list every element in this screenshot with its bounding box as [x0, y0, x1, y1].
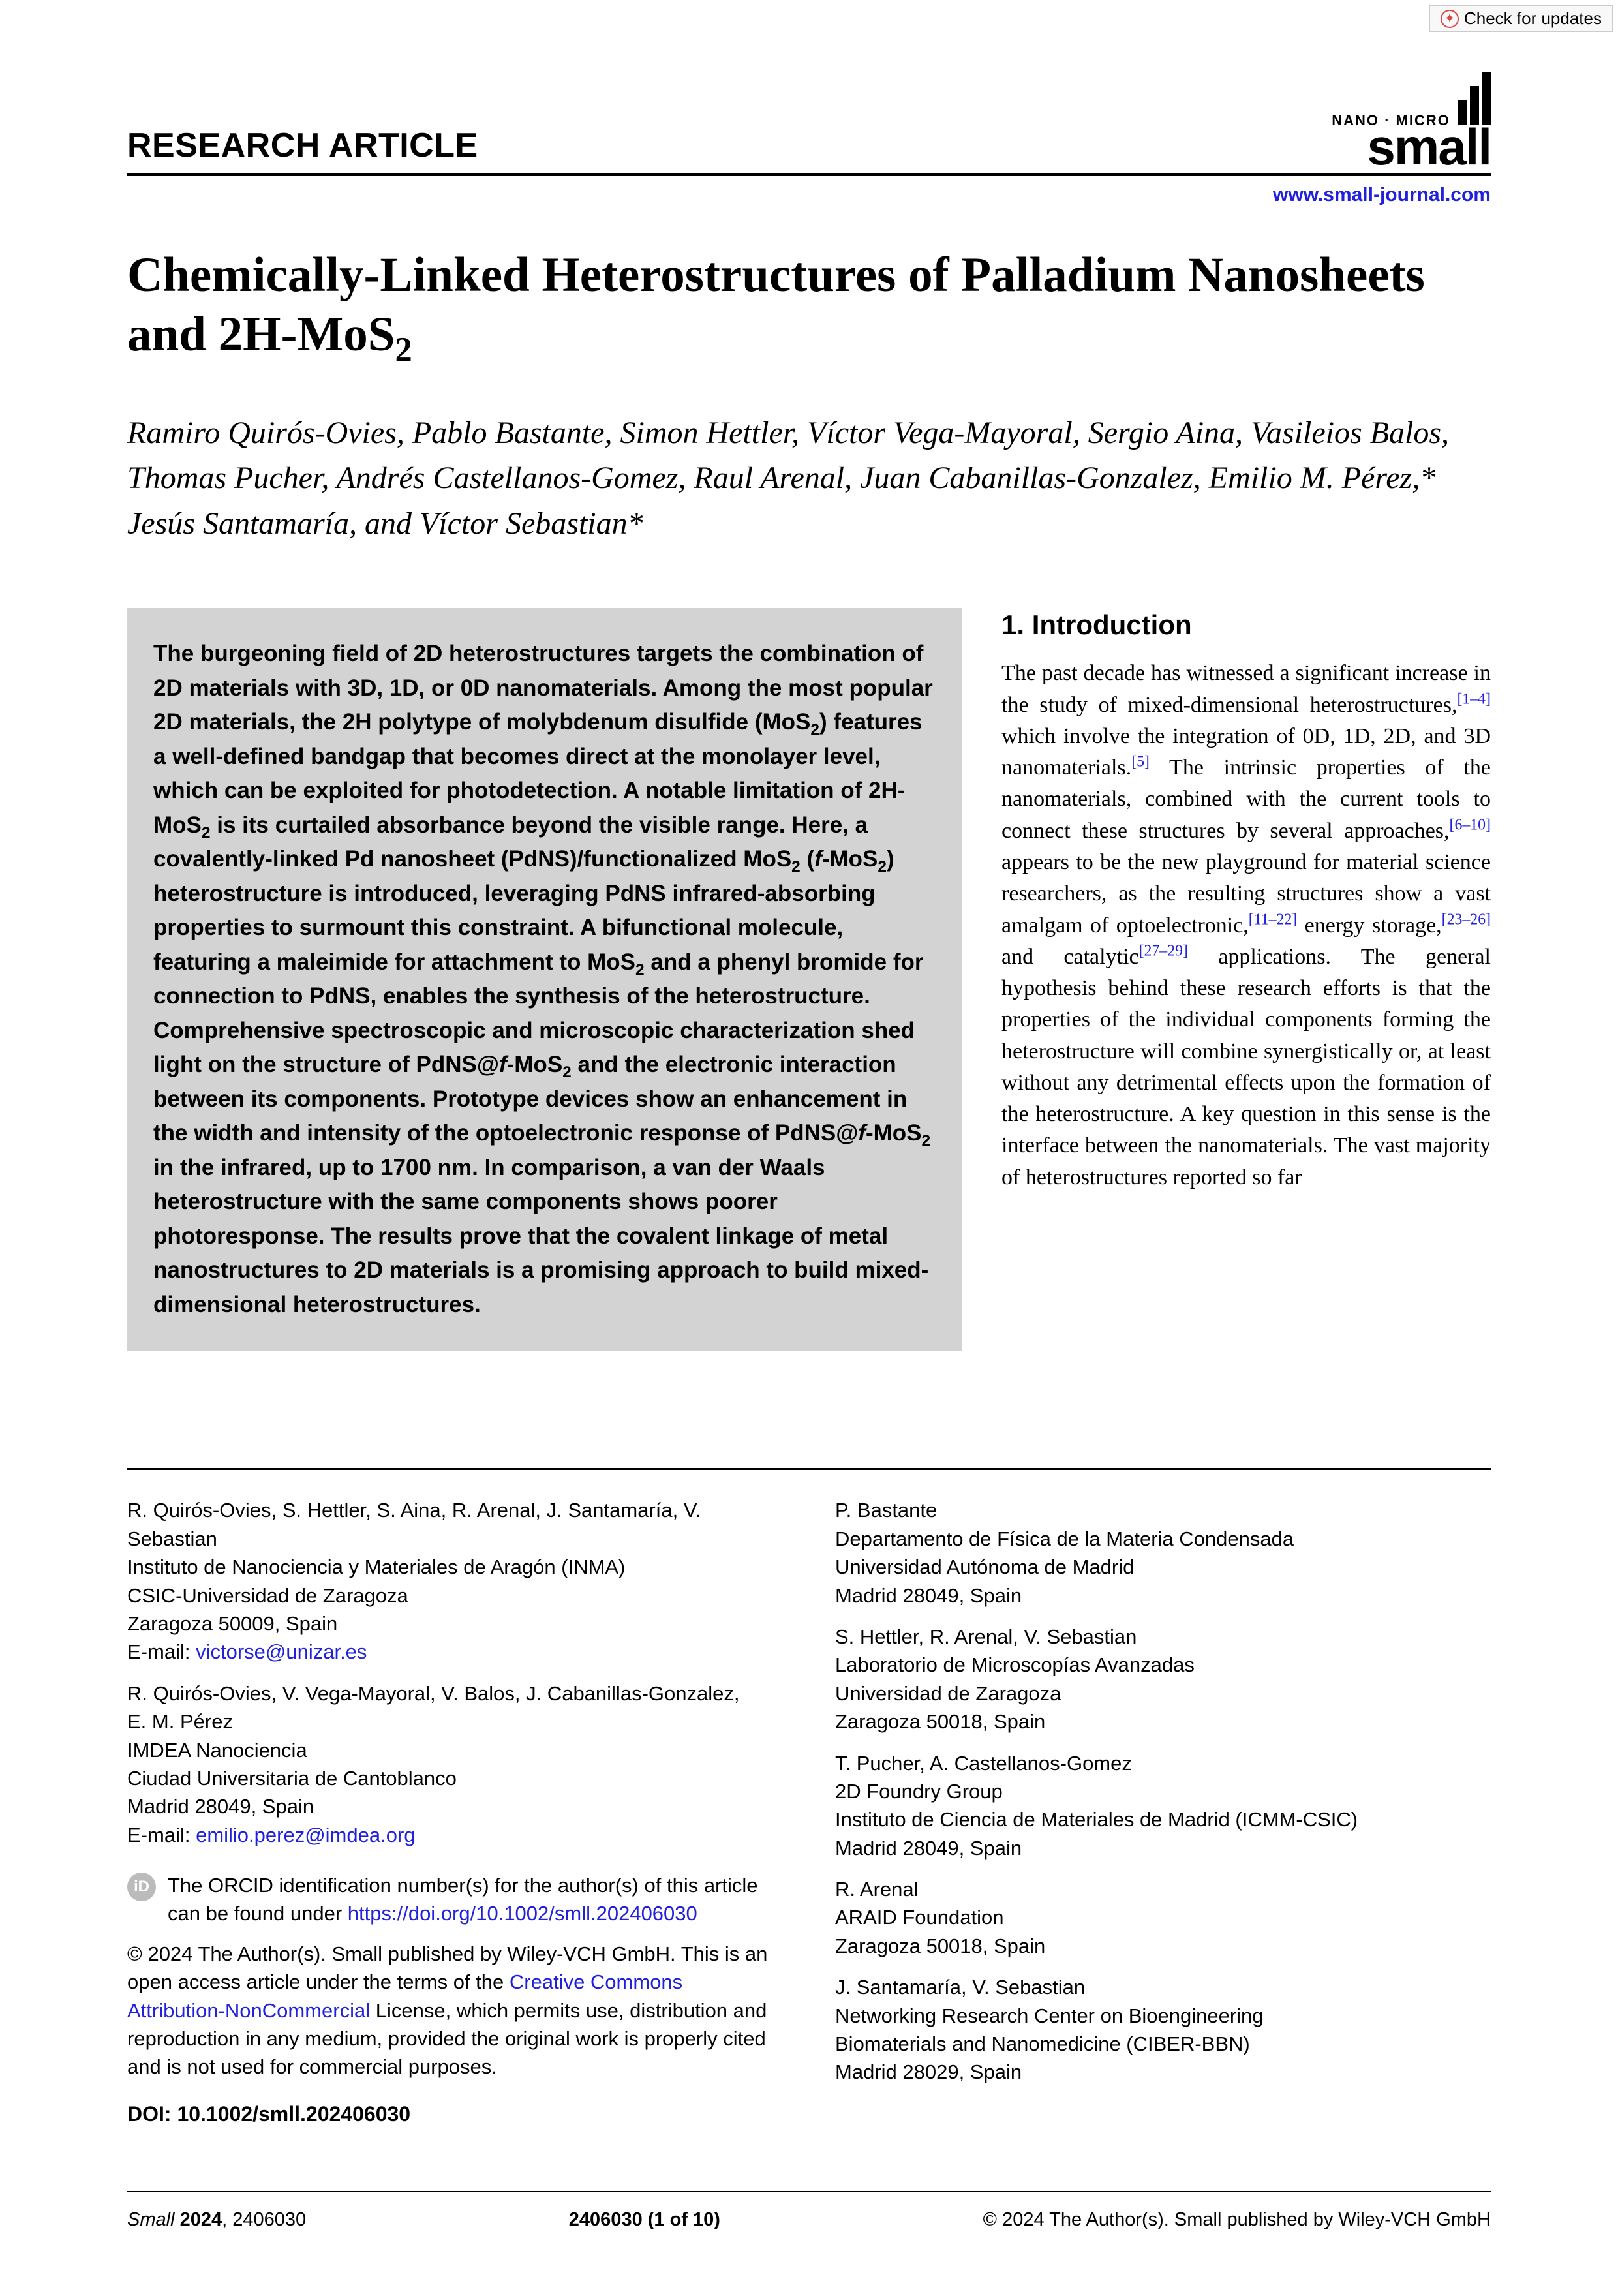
- check-updates-button[interactable]: ✦ Check for updates: [1429, 5, 1613, 32]
- affiliation-group: R. ArenalARAID FoundationZaragoza 50018,…: [835, 1875, 1491, 1960]
- journal-name: small: [1332, 129, 1491, 165]
- header-rule: [127, 173, 1491, 176]
- section-heading-introduction: 1. Introduction: [1001, 609, 1491, 641]
- footer-rule: [127, 2191, 1491, 2192]
- affiliation-group: P. BastanteDepartamento de Física de la …: [835, 1496, 1491, 1610]
- affiliations-rule: [127, 1468, 1491, 1470]
- doi: DOI: 10.1002/smll.202406030: [127, 2100, 783, 2129]
- orcid-icon: iD: [127, 1873, 156, 1901]
- copyright-statement: © 2024 The Author(s). Small published by…: [127, 1940, 783, 2081]
- affiliation-group: T. Pucher, A. Castellanos-Gomez2D Foundr…: [835, 1749, 1491, 1863]
- footer-right: © 2024 The Author(s). Small published by…: [983, 2209, 1491, 2231]
- affiliations-right-column: P. BastanteDepartamento de Física de la …: [835, 1496, 1491, 2128]
- article-title: Chemically-Linked Heterostructures of Pa…: [127, 245, 1491, 365]
- affiliation-group: S. Hettler, R. Arenal, V. SebastianLabor…: [835, 1623, 1491, 1736]
- check-updates-icon: ✦: [1441, 10, 1459, 28]
- authors-list: Ramiro Quirós-Ovies, Pablo Bastante, Sim…: [127, 410, 1491, 547]
- journal-url[interactable]: www.small-journal.com: [127, 184, 1491, 206]
- article-type: RESEARCH ARTICLE: [127, 126, 478, 165]
- footer-center: 2406030 (1 of 10): [569, 2209, 720, 2231]
- affiliation-group: R. Quirós-Ovies, S. Hettler, S. Aina, R.…: [127, 1496, 783, 1666]
- abstract: The burgeoning field of 2D heterostructu…: [127, 608, 962, 1351]
- introduction-text: The past decade has witnessed a signific…: [1001, 658, 1491, 1193]
- orcid-statement: The ORCID identification number(s) for t…: [168, 1871, 783, 1928]
- orcid-link[interactable]: https://doi.org/10.1002/smll.202406030: [348, 1902, 697, 1925]
- affiliation-group: R. Quirós-Ovies, V. Vega-Mayoral, V. Bal…: [127, 1679, 783, 1849]
- check-updates-label: Check for updates: [1464, 8, 1602, 29]
- journal-logo: NANO · MICRO small: [1332, 72, 1491, 165]
- email-link[interactable]: victorse@unizar.es: [196, 1640, 367, 1663]
- affiliation-group: J. Santamaría, V. SebastianNetworking Re…: [835, 1973, 1491, 2087]
- affiliations-left-column: R. Quirós-Ovies, S. Hettler, S. Aina, R.…: [127, 1496, 783, 2128]
- footer-left: Small 2024, 2406030: [127, 2209, 306, 2231]
- email-link[interactable]: emilio.perez@imdea.org: [196, 1824, 415, 1846]
